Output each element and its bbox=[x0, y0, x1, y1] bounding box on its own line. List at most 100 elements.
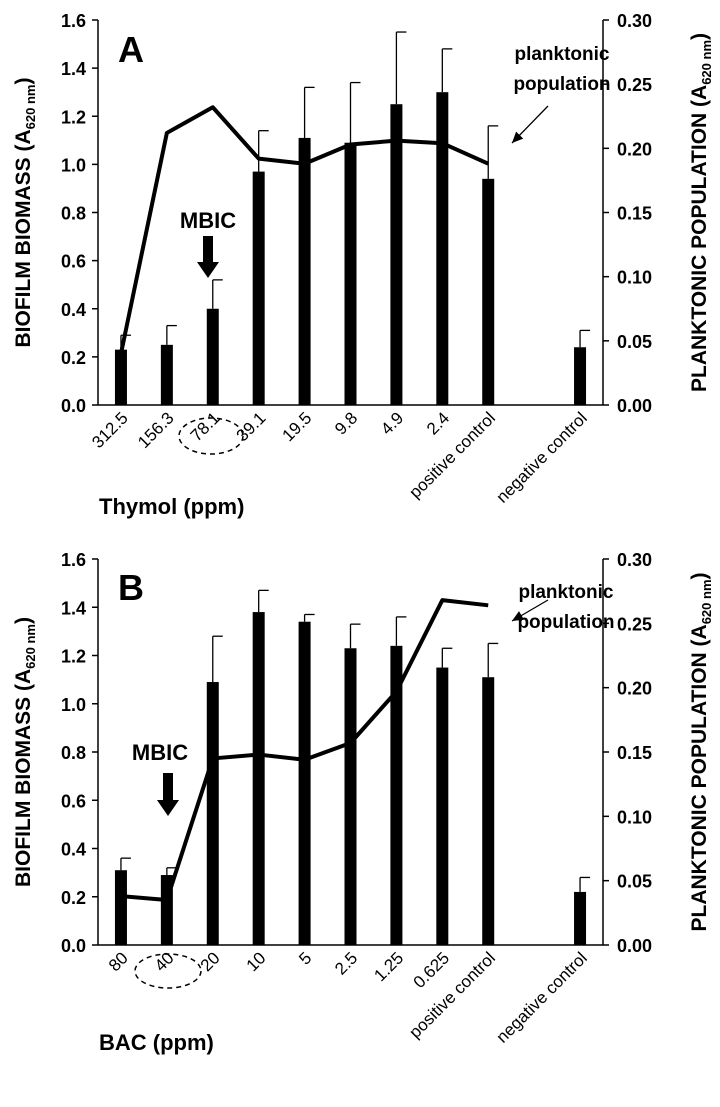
x-tick-label: 156.3 bbox=[134, 408, 178, 452]
planktonic-arrow-icon bbox=[512, 611, 525, 621]
y-axis-label-right: PLANKTONIC POPULATION (A620 nm) bbox=[688, 572, 714, 931]
bar bbox=[206, 682, 219, 945]
y-tick-label-right: 0.30 bbox=[617, 11, 652, 31]
y-tick-label-left: 1.2 bbox=[61, 107, 86, 127]
bar bbox=[206, 308, 219, 405]
bar bbox=[574, 347, 587, 405]
mbic-ellipse bbox=[178, 417, 244, 455]
y-tick-label-left: 1.4 bbox=[61, 598, 86, 618]
y-tick-label-left: 0.4 bbox=[61, 840, 86, 860]
y-tick-label-left: 1.4 bbox=[61, 59, 86, 79]
bar bbox=[114, 870, 127, 945]
panel-letter: A bbox=[118, 29, 144, 70]
chart-panel-b: 0.0 0.2 0.4 0.6 0.8 1.0 1.2 1.4 1.6 0.00 0.05 0.10 0… bbox=[12, 550, 714, 1055]
mbic-arrow-icon bbox=[157, 773, 179, 816]
y-tick-label-right: 0.20 bbox=[617, 139, 652, 159]
y-axis-label-right-sub: 620 nm bbox=[699, 579, 714, 624]
y-tick-label-left: 0.8 bbox=[61, 743, 86, 763]
y-tick-label-left: 1.0 bbox=[61, 695, 86, 715]
y-axis-label-left-close: ) bbox=[12, 617, 35, 624]
mbic-label: MBIC bbox=[180, 208, 236, 233]
y-tick-label-left: 1.2 bbox=[61, 647, 86, 667]
bar bbox=[344, 648, 357, 945]
x-tick-label: 0.625 bbox=[410, 948, 454, 992]
y-axis-label-right: PLANKTONIC POPULATION (A620 nm) bbox=[688, 33, 714, 392]
y-tick-label-left: 1.6 bbox=[61, 550, 86, 570]
y-tick-label-left: 0.6 bbox=[61, 791, 86, 811]
x-tick-label: 312.5 bbox=[88, 408, 132, 452]
x-tick-label: 2.4 bbox=[423, 408, 453, 438]
y-axis-label-left-sub: 620 nm bbox=[23, 624, 38, 669]
y-axis-label-left-main: BIOFILM BIOMASS (A bbox=[12, 129, 35, 347]
bar bbox=[574, 891, 587, 945]
y-tick-label-right: 0.10 bbox=[617, 268, 652, 288]
bar bbox=[252, 612, 265, 945]
bar bbox=[390, 645, 403, 945]
x-tick-label: 80 bbox=[105, 948, 132, 975]
y-tick-label-left: 0.0 bbox=[61, 936, 86, 956]
y-axis-label-left-sub: 620 nm bbox=[23, 85, 38, 130]
chart-panel-a: 0.0 0.2 0.4 0.6 0.8 1.0 1.2 1.4 1.6 0.00 0.05 0.10 0… bbox=[12, 11, 714, 519]
y-tick-label-right: 0.05 bbox=[617, 872, 652, 892]
y-tick-label-right: 0.15 bbox=[617, 204, 652, 224]
y-tick-label-left: 0.6 bbox=[61, 252, 86, 272]
y-axis-label-right-close: ) bbox=[688, 572, 711, 579]
y-tick-label-right: 0.00 bbox=[617, 936, 652, 956]
y-tick-label-left: 0.2 bbox=[61, 348, 86, 368]
y-axis-label-right-main: PLANKTONIC POPULATION (A bbox=[688, 624, 711, 931]
planktonic-line bbox=[120, 598, 489, 902]
y-axis-label-right-sub: 620 nm bbox=[699, 40, 714, 85]
y-axis-label-left: BIOFILM BIOMASS (A620 nm) bbox=[12, 78, 38, 348]
x-tick-label: 1.25 bbox=[370, 948, 407, 985]
y-tick-label-right: 0.30 bbox=[617, 550, 652, 570]
x-tick-label: 78.1 bbox=[187, 408, 224, 445]
mbic-arrow-icon bbox=[197, 236, 219, 278]
x-tick-label: 40 bbox=[151, 948, 178, 975]
bar bbox=[482, 677, 495, 945]
y-tick-label-right: 0.10 bbox=[617, 807, 652, 827]
y-tick-label-right: 0.25 bbox=[617, 75, 652, 95]
bar bbox=[436, 92, 449, 405]
x-tick-label: 5 bbox=[295, 948, 315, 968]
y-tick-label-left: 0.0 bbox=[61, 396, 86, 416]
y-axis-label-left-main: BIOFILM BIOMASS (A bbox=[12, 669, 35, 887]
bar bbox=[298, 137, 311, 405]
y-tick-label-right: 0.00 bbox=[617, 396, 652, 416]
x-axis-label: Thymol (ppm) bbox=[99, 494, 244, 519]
y-tick-label-right: 0.05 bbox=[617, 332, 652, 352]
bar bbox=[298, 621, 311, 945]
planktonic-label-line2: population bbox=[517, 612, 614, 633]
x-tick-label: 4.9 bbox=[377, 408, 407, 438]
y-tick-label-right: 0.15 bbox=[617, 743, 652, 763]
panel-letter: B bbox=[118, 567, 144, 608]
bar bbox=[390, 104, 403, 405]
y-tick-label-right: 0.25 bbox=[617, 614, 652, 634]
x-tick-label: 19.5 bbox=[279, 408, 316, 445]
y-tick-label-left: 0.4 bbox=[61, 300, 86, 320]
x-tick-label: 2.5 bbox=[331, 948, 361, 978]
planktonic-label-line1: planktonic bbox=[514, 44, 609, 65]
y-tick-label-right: 0.20 bbox=[617, 679, 652, 699]
bar bbox=[482, 178, 495, 405]
planktonic-label-line1: planktonic bbox=[518, 582, 613, 603]
x-axis-label: BAC (ppm) bbox=[99, 1030, 214, 1055]
planktonic-label-line2: population bbox=[513, 74, 610, 95]
planktonic-arrow-icon bbox=[512, 131, 524, 143]
mbic-ellipse bbox=[134, 953, 202, 989]
y-axis-label-left-close: ) bbox=[12, 78, 35, 85]
bar bbox=[114, 349, 127, 405]
mbic-label: MBIC bbox=[132, 740, 188, 765]
x-tick-label: 10 bbox=[243, 948, 270, 975]
bar bbox=[344, 142, 357, 405]
x-tick-label: negative control bbox=[493, 948, 591, 1046]
y-tick-label-left: 0.2 bbox=[61, 888, 86, 908]
y-tick-label-left: 1.0 bbox=[61, 155, 86, 175]
bar bbox=[160, 344, 173, 405]
x-tick-label: negative control bbox=[493, 408, 591, 506]
y-axis-label-right-close: ) bbox=[688, 33, 711, 40]
planktonic-line bbox=[118, 105, 490, 355]
y-axis-label-left: BIOFILM BIOMASS (A620 nm) bbox=[12, 617, 38, 887]
y-tick-label-left: 1.6 bbox=[61, 11, 86, 31]
bar bbox=[436, 667, 449, 945]
